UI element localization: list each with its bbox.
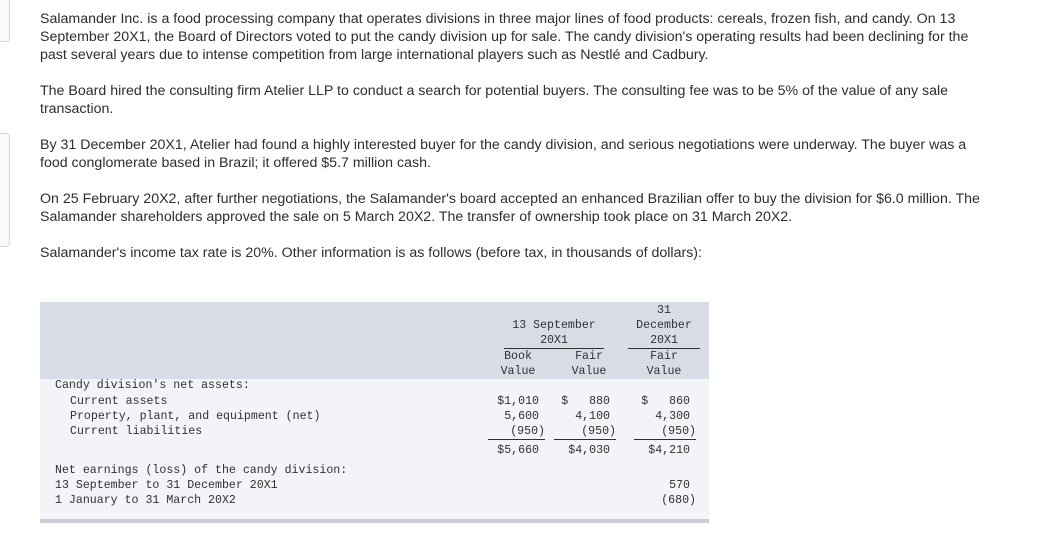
side-tab-bottom[interactable] bbox=[0, 133, 10, 247]
paragraph-intro: Salamander Inc. is a food processing com… bbox=[40, 11, 969, 63]
cell-current-assets-fair-sep: $ 880 bbox=[561, 395, 610, 408]
paragraph-consulting: The Board hired the consulting firm Atel… bbox=[40, 83, 949, 117]
table-header-band bbox=[40, 302, 709, 379]
cell-ppe-fair-sep: 4,100 bbox=[575, 410, 610, 423]
cell-earnings-20x2: (680) bbox=[661, 494, 696, 507]
column-header-fair-value-dec: Fair Value bbox=[646, 350, 682, 378]
cell-liabilities-book: (950) bbox=[488, 424, 545, 440]
section-label-net-earnings: Net earnings (loss) of the candy divisio… bbox=[55, 464, 348, 477]
paragraph-tax: Salamander's income tax rate is 20%. Oth… bbox=[40, 245, 702, 261]
cell-total-book: $5,660 bbox=[497, 444, 539, 457]
row-label-ppe: Property, plant, and equipment (net) bbox=[70, 410, 321, 423]
column-group-13-september: 13 September 20X1 bbox=[504, 318, 604, 349]
cell-liabilities-fair-sep: (950) bbox=[554, 424, 616, 440]
cell-liabilities-fair-dec: (950) bbox=[634, 424, 696, 440]
row-label-current-liabilities: Current liabilities bbox=[70, 425, 203, 438]
paragraph-offer: By 31 December 20X1, Atelier had found a… bbox=[40, 137, 967, 171]
question-text: Salamander Inc. is a food processing com… bbox=[40, 10, 990, 280]
cell-current-assets-fair-dec: $ 860 bbox=[641, 395, 690, 408]
row-label-current-assets: Current assets bbox=[70, 395, 168, 408]
table-footer-rule bbox=[40, 519, 709, 523]
cell-total-fair-sep: $4,030 bbox=[568, 444, 610, 457]
row-label-earnings-20x2: 1 January to 31 March 20X2 bbox=[55, 494, 236, 507]
row-label-earnings-20x1: 13 September to 31 December 20X1 bbox=[55, 479, 278, 492]
column-header-fair-value-sep: Fair Value bbox=[571, 350, 607, 378]
side-tab-top[interactable] bbox=[0, 0, 10, 42]
cell-current-assets-book: $1,010 bbox=[497, 395, 539, 408]
paragraph-sale: On 25 February 20X2, after further negot… bbox=[40, 191, 980, 225]
cell-ppe-book: 5,600 bbox=[504, 410, 539, 423]
cell-ppe-fair-dec: 4,300 bbox=[655, 410, 690, 423]
financial-table: 13 September 20X1 31 December 20X1 Book … bbox=[40, 302, 709, 523]
column-group-31-december: 31 December 20X1 bbox=[628, 303, 700, 349]
column-header-book-value: Book Value bbox=[500, 350, 536, 378]
cell-total-fair-dec: $4,210 bbox=[648, 444, 690, 457]
section-label-net-assets: Candy division's net assets: bbox=[55, 379, 250, 392]
cell-earnings-20x1: 570 bbox=[669, 479, 690, 492]
